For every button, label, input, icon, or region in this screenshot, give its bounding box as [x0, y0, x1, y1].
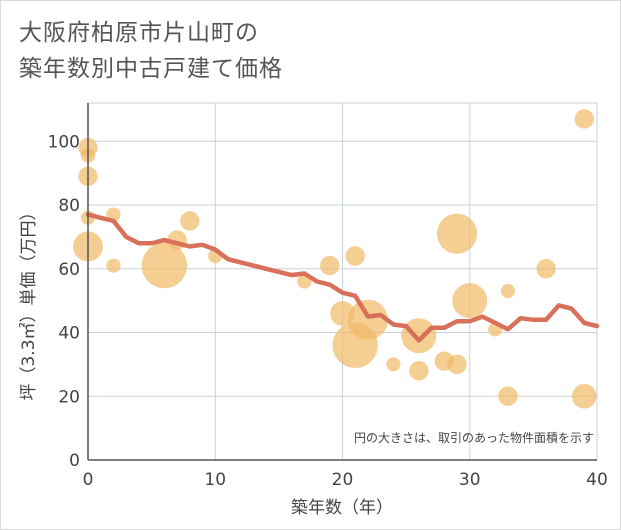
- x-tick-label: 30: [459, 470, 481, 490]
- x-tick-label: 0: [83, 470, 94, 490]
- bubble: [452, 283, 488, 319]
- y-tick-label: 60: [58, 260, 80, 280]
- y-axis-title: 坪（3.3㎡）単価（万円）: [19, 203, 39, 400]
- chart-title: 大阪府柏原市片山町の 築年数別中古戸建て価格: [19, 15, 283, 87]
- bubble: [409, 361, 429, 381]
- axes: [87, 103, 597, 461]
- chart-title-line-1: 大阪府柏原市片山町の: [19, 20, 259, 46]
- bubble: [571, 383, 597, 409]
- chart-title-line-2: 築年数別中古戸建て価格: [19, 56, 283, 82]
- bubble: [574, 109, 594, 129]
- bubble: [141, 242, 188, 289]
- x-axis-title: 築年数（年）: [291, 498, 393, 518]
- bubble: [401, 318, 437, 354]
- bubble: [498, 386, 518, 406]
- x-tick-label: 10: [204, 470, 226, 490]
- bubbles: [73, 109, 597, 409]
- y-tick-label: 100: [48, 132, 80, 152]
- trend-line: [85, 212, 600, 343]
- bubble: [436, 213, 478, 254]
- y-tick-label: 20: [58, 387, 80, 407]
- size-note: 円の大きさは、取引のあった物件面積を示す: [354, 430, 594, 445]
- bubble: [320, 255, 340, 276]
- bubble: [386, 357, 401, 372]
- trend-line-group: [85, 212, 600, 343]
- x-tick-label: 40: [586, 470, 608, 490]
- bubble: [345, 246, 365, 266]
- x-tick-label: 20: [332, 470, 354, 490]
- bubble: [447, 354, 467, 375]
- bubble: [500, 283, 516, 299]
- y-tick-label: 40: [58, 324, 80, 344]
- bubble: [180, 211, 200, 231]
- tick-labels: 0 20 40 60 80 100 0 10 20 30 40: [48, 132, 608, 490]
- bubble: [536, 259, 556, 279]
- bubble: [347, 299, 389, 340]
- y-tick-label: 80: [58, 196, 80, 216]
- bubble: [106, 258, 121, 273]
- y-tick-label: 0: [69, 451, 80, 471]
